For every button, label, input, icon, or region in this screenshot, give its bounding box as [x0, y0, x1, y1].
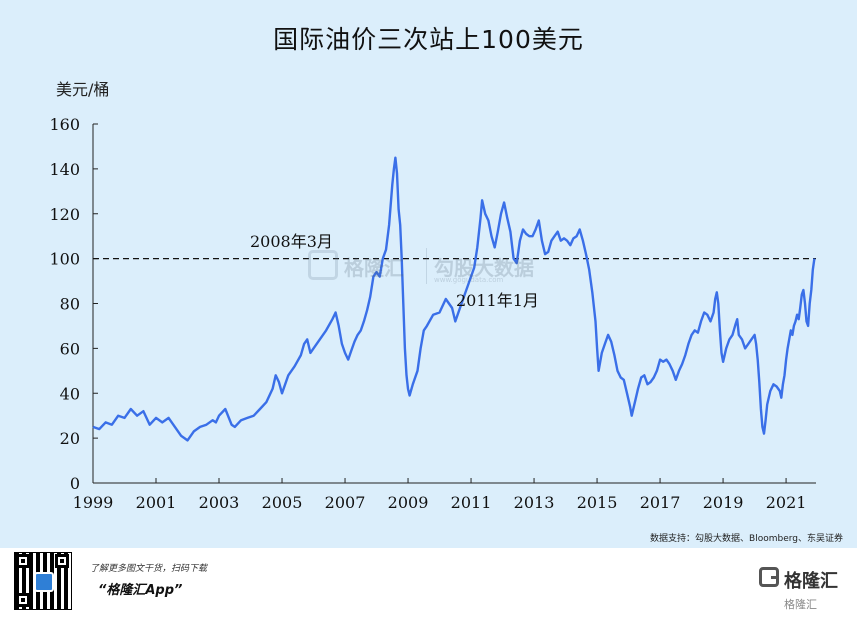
y-tick-label: 140	[49, 160, 80, 179]
x-tick-label: 1999	[73, 493, 114, 512]
x-tick-label: 2013	[514, 493, 555, 512]
watermark-brand: 格隆汇	[344, 256, 404, 280]
watermark-subtitle: 勾股大数据	[434, 256, 534, 280]
qr-finder-icon	[55, 554, 69, 568]
qr-logo-icon	[34, 572, 54, 592]
x-tick-label: 2015	[577, 493, 618, 512]
x-tick-label: 2003	[199, 493, 240, 512]
x-tick-label: 2005	[262, 493, 303, 512]
qr-finder-icon	[16, 593, 30, 607]
y-tick-label: 40	[60, 384, 80, 403]
oil-price-chart: 0 20 40 60 80 100 120 140 160 1999 2001 2003 2005 200…	[49, 115, 816, 512]
watermark-url: www.gogudata.com	[434, 276, 504, 284]
annotation-2011-january: 2011年1月	[456, 291, 539, 310]
watermark-logo-icon	[308, 250, 338, 280]
y-tick-label: 120	[49, 205, 80, 224]
y-tick-label: 20	[60, 429, 80, 448]
y-tick-label: 0	[70, 474, 80, 493]
y-tick-label: 160	[49, 115, 80, 134]
x-tick-label: 2017	[640, 493, 681, 512]
chart-panel: 0 20 40 60 80 100 120 140 160 1999 2001 2003 2005 200…	[0, 0, 857, 548]
x-tick-label: 2011	[451, 493, 492, 512]
brand-logo-text: 格隆汇	[784, 571, 838, 592]
source-note: 数据支持：勾股大数据、Bloomberg、东吴证券	[650, 534, 843, 544]
y-axis-unit-label: 美元/桶	[56, 80, 110, 99]
annotation-2008-march: 2008年3月	[250, 232, 333, 251]
footer: 了解更多图文干货，扫码下载 “格隆汇App” 格隆汇 格隆汇	[0, 548, 857, 618]
x-tick-label: 2009	[388, 493, 429, 512]
brand-logo-icon	[759, 567, 779, 587]
x-tick-label: 2019	[703, 493, 744, 512]
footer-app-name[interactable]: “格隆汇App”	[98, 583, 183, 598]
watermark-divider	[426, 248, 427, 284]
y-tick-label: 60	[60, 339, 80, 358]
oil-price-series-line	[92, 156, 816, 442]
y-tick-label: 80	[60, 295, 80, 314]
chart-title: 国际油价三次站上100美元	[273, 25, 584, 54]
x-tick-label: 2021	[766, 493, 807, 512]
qr-code-icon[interactable]	[14, 552, 72, 610]
corner-watermark: 格隆汇	[784, 598, 817, 611]
x-tick-label: 2007	[325, 493, 366, 512]
footer-tagline: 了解更多图文干货，扫码下载	[90, 564, 208, 574]
x-tick-label: 2001	[136, 493, 177, 512]
qr-finder-icon	[16, 554, 30, 568]
y-tick-label: 100	[49, 250, 80, 269]
